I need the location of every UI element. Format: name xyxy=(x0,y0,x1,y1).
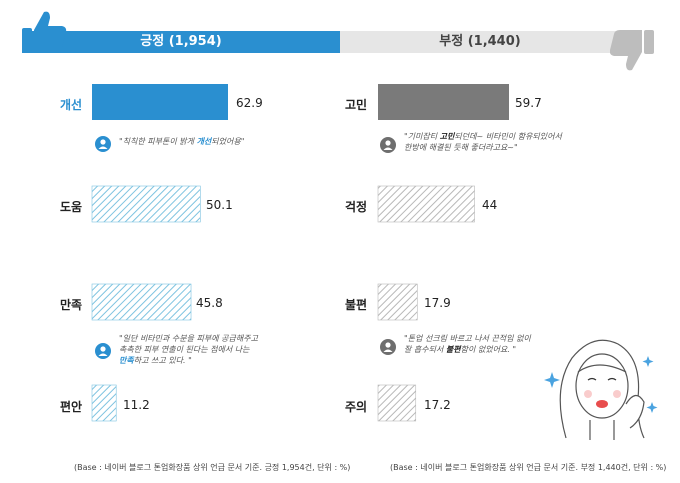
quote-text-positive-1: "칙칙한 피부톤이 밝게 개선되었어용" xyxy=(119,137,245,146)
category-label-pos-4: 편안 xyxy=(60,400,83,414)
bar-negative-3 xyxy=(377,283,418,321)
quote-text-negative-2: "톤업 선크림 바르고 나서 끈적임 없이 잘 흡수되서 불편함이 없었어요. … xyxy=(404,334,531,354)
category-label-pos-2: 도움 xyxy=(60,200,83,214)
negative-header-bar: 부정 (1,440) xyxy=(340,31,620,53)
bar-positive-2 xyxy=(91,185,201,223)
quote-positive-1: "칙칙한 피부톤이 밝게 개선되었어용" xyxy=(95,136,315,158)
category-label-pos-1: 개선 xyxy=(60,98,83,112)
thumbs-down-icon xyxy=(610,30,654,71)
category-label-neg-4: 주의 xyxy=(345,400,368,414)
thumbs-up-icon xyxy=(22,11,67,53)
category-label-neg-2: 걱정 xyxy=(345,200,368,214)
quote-negative-1: "기미잡티 고민되던데~ 비타민이 함유되있어서 한방에 해결된 듯해 좋더라고… xyxy=(380,131,600,157)
quote-negative-2: "톤업 선크림 바르고 나서 끈적임 없이 잘 흡수되서 불편함이 없었어요. … xyxy=(380,333,580,359)
positive-header-label: 긍정 (1,954) xyxy=(140,34,222,49)
bar-negative-4 xyxy=(377,384,417,422)
footnote-negative: (Base : 네이버 블로그 톤업화장품 상위 언급 문서 기준. 부정 1,… xyxy=(390,463,667,472)
bar-negative-2 xyxy=(377,185,475,223)
category-label-neg-1: 고민 xyxy=(345,98,368,112)
bar-positive-3 xyxy=(91,283,192,321)
person-icon xyxy=(95,343,111,359)
negative-header-label: 부정 (1,440) xyxy=(439,34,521,49)
value-label-neg-2: 44 xyxy=(482,198,498,212)
bar-negative-1 xyxy=(378,84,509,120)
bar-positive-4 xyxy=(91,384,117,422)
quote-text-negative-1: "기미잡티 고민되던데~ 비타민이 함유되있어서 한방에 해결된 듯해 좋더라고… xyxy=(404,132,562,152)
woman-illustration xyxy=(544,339,658,440)
person-icon xyxy=(380,137,396,153)
bar-positive-1 xyxy=(92,84,228,120)
quote-text-positive-2: "일단 비타민과 수분을 피부에 공급해주고 촉촉한 피부 연출이 된다는 점에… xyxy=(119,334,258,365)
value-label-neg-4: 17.2 xyxy=(424,398,451,412)
positive-header-bar: 긍정 (1,954) xyxy=(22,31,340,53)
category-label-pos-3: 만족 xyxy=(60,298,83,312)
value-label-pos-1: 62.9 xyxy=(236,96,263,110)
value-label-pos-3: 45.8 xyxy=(196,296,223,310)
person-icon xyxy=(380,339,396,355)
footnote-positive: (Base : 네이버 블로그 톤업화장품 상위 언급 문서 기준. 긍정 1,… xyxy=(74,463,351,472)
person-icon xyxy=(95,136,111,152)
value-label-neg-3: 17.9 xyxy=(424,296,451,310)
category-label-neg-3: 불편 xyxy=(345,298,368,312)
value-label-neg-1: 59.7 xyxy=(515,96,542,110)
quote-positive-2: "일단 비타민과 수분을 피부에 공급해주고 촉촉한 피부 연출이 된다는 점에… xyxy=(95,333,325,369)
value-label-pos-4: 11.2 xyxy=(123,398,150,412)
value-label-pos-2: 50.1 xyxy=(206,198,233,212)
